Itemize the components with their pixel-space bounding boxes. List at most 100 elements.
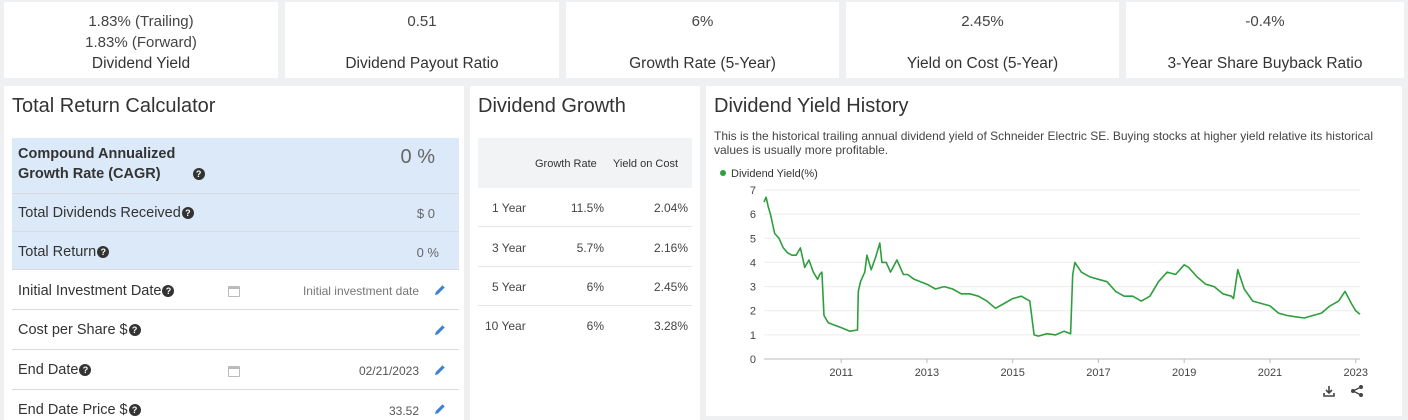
- buyback-value: -0.4%: [1245, 13, 1285, 30]
- stat-card-growth-rate: 6% Growth Rate (5-Year): [566, 2, 839, 78]
- legend-marker: [720, 170, 726, 176]
- period-cell: 5 Year: [492, 280, 527, 294]
- x-tick-label: 2015: [1000, 367, 1024, 379]
- end-date-row: End Date? 02/21/2023: [12, 350, 459, 390]
- yield-history-description: This is the historical trailing annual d…: [714, 129, 1373, 157]
- x-tick-label: 2011: [829, 367, 853, 379]
- end-date-label: End Date?: [18, 362, 92, 378]
- growth-cell: 6%: [586, 280, 604, 294]
- table-row: 3 Year 5.7% 2.16%: [478, 228, 692, 267]
- help-icon[interactable]: ?: [128, 324, 141, 336]
- yoc-cell: 2.04%: [653, 201, 688, 215]
- growth-rate-value: 6%: [691, 13, 714, 30]
- initial-date-row: Initial Investment Date? Initial investm…: [12, 270, 459, 310]
- y-tick-label: 3: [750, 282, 756, 294]
- stat-card-buyback: -0.4% 3-Year Share Buyback Ratio: [1126, 2, 1404, 78]
- x-tick-label: 2023: [1343, 367, 1367, 379]
- end-price-label: End Date Price $?: [18, 402, 141, 418]
- pencil-icon[interactable]: [433, 283, 447, 297]
- dividend-growth-title: Dividend Growth: [478, 95, 626, 117]
- dividend-yield-forward: 1.83% (Forward): [85, 34, 197, 51]
- stat-card-dividend-yield: 1.83% (Trailing) 1.83% (Forward) Dividen…: [4, 2, 278, 78]
- total-dividends-value: $ 0: [416, 206, 435, 221]
- help-icon[interactable]: ?: [192, 168, 205, 180]
- y-tick-label: 1: [750, 330, 756, 342]
- y-tick-label: 4: [750, 257, 756, 269]
- cagr-value: 0 %: [400, 146, 435, 168]
- pencil-icon[interactable]: [433, 402, 447, 416]
- cost-per-share-label-text: Cost per Share $: [18, 322, 128, 338]
- cagr-row: Compound Annualized Growth Rate (CAGR) ?…: [12, 138, 459, 194]
- dividend-yield-label: Dividend Yield: [91, 55, 191, 72]
- stat-card-yield-on-cost: 2.45% Yield on Cost (5-Year): [846, 2, 1119, 78]
- cagr-label-line2: Growth Rate (CAGR): [18, 166, 161, 182]
- chart-legend[interactable]: Dividend Yield(%): [720, 168, 818, 180]
- cost-per-share-row: Cost per Share $?: [12, 310, 459, 350]
- yoc-cell: 2.45%: [653, 280, 688, 294]
- yoc-cell: 3.28%: [653, 319, 688, 333]
- x-tick-label: 2019: [1172, 367, 1196, 379]
- calendar-icon[interactable]: [228, 286, 240, 297]
- payout-ratio-label: Dividend Payout Ratio: [345, 55, 499, 72]
- yield-on-cost-label: Yield on Cost (5-Year): [906, 55, 1059, 72]
- end-price-input[interactable]: 33.52: [388, 404, 419, 418]
- x-tick-label: 2017: [1086, 367, 1110, 379]
- total-return-label-text: Total Return: [18, 244, 97, 260]
- period-cell: 10 Year: [485, 319, 526, 333]
- help-icon[interactable]: ?: [97, 246, 110, 258]
- dividend-yield-chart: 0 1 2 3 4 5 6 7 2011 2013 2015 2017 2019 2021 2023: [750, 185, 1368, 379]
- total-return-label: Total Return?: [18, 244, 110, 260]
- y-tick-label: 5: [750, 233, 756, 245]
- growth-cell: 5.7%: [576, 241, 604, 255]
- y-tick-label: 6: [750, 209, 756, 221]
- calculator-title: Total Return Calculator: [12, 95, 216, 117]
- column-header-yield-on-cost: Yield on Cost: [613, 158, 679, 170]
- total-dividends-row: Total Dividends Received? $ 0: [12, 194, 459, 232]
- yield-on-cost-value: 2.45%: [961, 13, 1004, 30]
- calendar-icon[interactable]: [228, 366, 240, 377]
- dividend-yield-history-panel: Dividend Yield History: [706, 86, 1402, 416]
- initial-date-label: Initial Investment Date?: [18, 283, 175, 299]
- help-icon[interactable]: ?: [128, 404, 141, 416]
- help-icon[interactable]: ?: [181, 207, 194, 219]
- table-row: 1 Year 11.5% 2.04%: [478, 188, 692, 227]
- period-cell: 1 Year: [492, 201, 527, 215]
- column-header-growth-rate: Growth Rate: [535, 158, 597, 170]
- initial-date-input[interactable]: Initial investment date: [302, 284, 419, 298]
- total-return-row: Total Return? 0 %: [12, 232, 459, 270]
- yoc-cell: 2.16%: [653, 241, 688, 255]
- yield-history-title: Dividend Yield History: [714, 95, 909, 117]
- end-date-label-text: End Date: [18, 362, 79, 378]
- end-date-input[interactable]: 02/21/2023: [358, 364, 419, 378]
- cost-per-share-label: Cost per Share $?: [18, 322, 141, 338]
- x-tick-label: 2013: [915, 367, 939, 379]
- growth-cell: 6%: [586, 319, 604, 333]
- table-row: 10 Year 6% 3.28%: [478, 306, 692, 345]
- end-price-row: End Date Price $? 33.52: [12, 390, 459, 420]
- y-tick-label: 0: [750, 354, 756, 366]
- share-icon[interactable]: [1350, 384, 1364, 398]
- payout-ratio-value: 0.51: [407, 13, 437, 30]
- x-tick-label: 2021: [1258, 367, 1282, 379]
- end-price-label-text: End Date Price $: [18, 402, 128, 418]
- total-return-value: 0 %: [416, 245, 439, 260]
- download-icon[interactable]: [1322, 384, 1336, 398]
- pencil-icon[interactable]: [433, 323, 447, 337]
- y-tick-label: 7: [750, 185, 756, 197]
- series-line-dividend-yield: [763, 196, 1361, 337]
- help-icon[interactable]: ?: [162, 285, 175, 297]
- table-row: 5 Year 6% 2.45%: [478, 267, 692, 306]
- y-tick-label: 2: [750, 306, 756, 318]
- buyback-label: 3-Year Share Buyback Ratio: [1167, 55, 1363, 72]
- growth-rate-label: Growth Rate (5-Year): [629, 55, 776, 72]
- total-dividends-label: Total Dividends Received?: [18, 205, 194, 221]
- cagr-label: Compound Annualized Growth Rate (CAGR) ?: [18, 144, 205, 184]
- total-dividends-label-text: Total Dividends Received: [18, 205, 181, 221]
- pencil-icon[interactable]: [433, 363, 447, 377]
- legend-label: Dividend Yield(%): [731, 168, 818, 180]
- cagr-label-line1: Compound Annualized: [18, 146, 176, 162]
- growth-cell: 11.5%: [570, 201, 604, 215]
- help-icon[interactable]: ?: [79, 364, 92, 376]
- dividend-yield-trailing: 1.83% (Trailing): [88, 13, 194, 30]
- period-cell: 3 Year: [492, 241, 527, 255]
